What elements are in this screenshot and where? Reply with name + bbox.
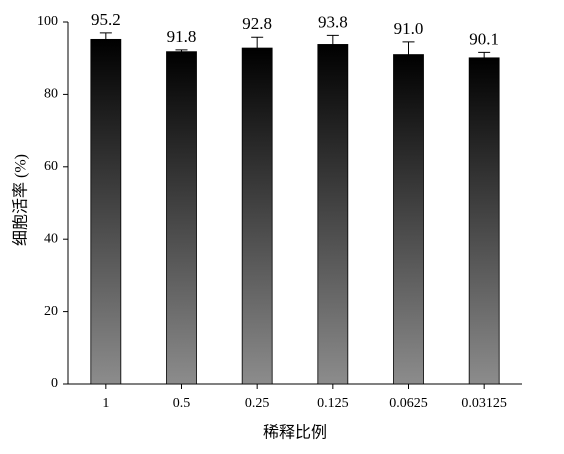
value-label: 92.8	[242, 14, 272, 33]
bar	[90, 38, 122, 385]
value-label: 95.2	[91, 10, 121, 29]
y-tick-label: 100	[37, 14, 58, 29]
value-label: 91.0	[394, 19, 424, 38]
bar	[317, 44, 349, 385]
value-label: 91.8	[167, 27, 197, 46]
error-bar	[326, 34, 339, 45]
x-axis-label: 稀释比例	[263, 424, 327, 442]
x-tick-label: 1	[102, 396, 109, 411]
x-tick-label: 0.03125	[461, 396, 507, 411]
error-bar	[175, 49, 188, 52]
bar	[241, 47, 273, 385]
bar	[468, 57, 500, 385]
x-tick-label: 0.5	[173, 396, 191, 411]
y-tick-label: 40	[44, 231, 58, 246]
x-tick-label: 0.125	[317, 396, 349, 411]
y-tick-label: 0	[51, 376, 58, 391]
y-tick-label: 20	[44, 304, 58, 319]
error-bar	[402, 41, 415, 55]
error-bar	[99, 32, 112, 40]
y-tick-label: 60	[44, 159, 58, 174]
error-bar	[251, 36, 264, 49]
bar	[393, 54, 424, 385]
x-tick-label: 0.25	[245, 396, 270, 411]
value-label: 90.1	[469, 29, 499, 48]
y-axis-label: 细胞活率 (%)	[12, 154, 30, 246]
value-label: 93.8	[318, 12, 348, 31]
y-tick-label: 80	[44, 87, 58, 102]
x-tick-label: 0.0625	[389, 396, 428, 411]
bar	[166, 51, 197, 385]
error-bar	[478, 51, 491, 58]
